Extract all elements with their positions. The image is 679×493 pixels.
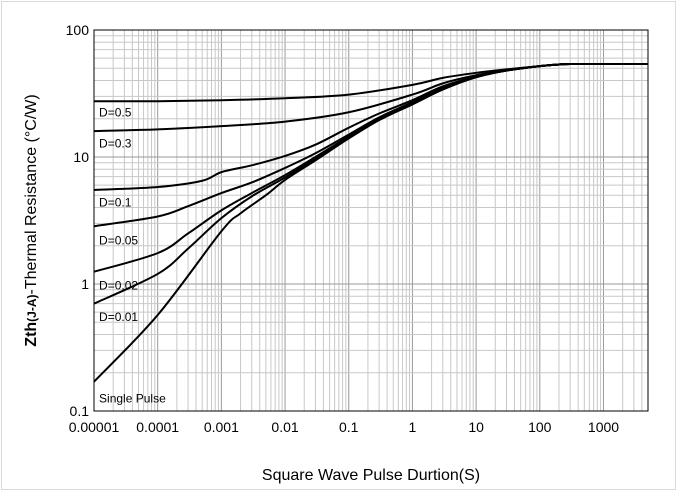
y-axis-title: Zth(J-A)-Thermal Resistance (°C/W) [23,94,40,346]
x-tick-label: 10 [468,419,484,435]
y-axis-title-bold: Zth [23,322,40,347]
x-axis-title: Square Wave Pulse Durtion(S) [262,467,480,484]
y-tick-label: 0.1 [70,403,90,419]
x-tick-label: 0.1 [339,419,359,435]
x-tick-label: 1000 [588,419,619,435]
tick-labels: 0.00001 0.0001 0.001 0.01 0.1 1 10 100 1000 0.1 1 1… [66,22,620,435]
curves [93,62,648,383]
series-label-d-0-1: D=0.1 [99,195,132,209]
series-label-d-0-02: D=0.02 [99,279,138,293]
series-label-d-0-5: D=0.5 [99,105,132,119]
x-tick-label: 0.0001 [136,419,179,435]
y-axis-title-rest: -Thermal Resistance (°C/W) [23,94,40,294]
plot-area-border [93,29,649,412]
series-label-d-0-3: D=0.3 [99,136,132,150]
y-axis-title-subscript: (J-A) [25,294,39,321]
x-tick-label: 1 [409,419,417,435]
series-line-single-pulse [93,62,648,383]
y-tick-label: 1 [81,276,89,292]
y-tick-label: 10 [73,149,89,165]
series-label-d-0-05: D=0.05 [99,234,138,248]
x-tick-label: 100 [528,419,552,435]
grid-lines [93,30,649,412]
x-tick-label: 0.001 [204,419,239,435]
x-tick-label: 0.01 [271,419,298,435]
x-tick-label: 0.00001 [69,419,120,435]
series-label-d-0-01: D=0.01 [99,310,138,324]
series-label-single-pulse: Single Pulse [99,392,166,406]
y-tick-label: 100 [66,22,90,38]
curve-labels: D=0.5 D=0.3 D=0.1 D=0.05 D=0.02 D=0.01 Single … [99,105,166,405]
